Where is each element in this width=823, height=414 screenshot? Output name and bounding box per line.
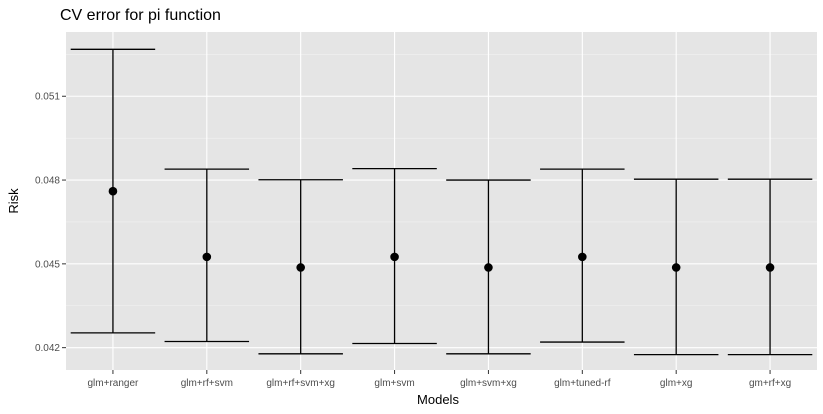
y-tick-label: 0.051	[35, 92, 60, 103]
plot-panel	[66, 32, 817, 370]
x-tick-label: gm+rf+xg	[749, 378, 791, 389]
error-bars	[70, 48, 813, 356]
y-axis-title: Risk	[6, 188, 21, 214]
y-tick-label: 0.045	[35, 259, 60, 270]
x-axis-title: Models	[417, 392, 459, 407]
risk-point	[578, 252, 587, 262]
risk-point	[202, 252, 212, 262]
risk-point	[390, 252, 399, 262]
risk-point	[765, 263, 775, 272]
axes: 0.042 0.045 0.048 0.051 glm+ranger glm+rf+svm…	[35, 92, 791, 389]
risk-point	[296, 263, 305, 272]
x-tick-label: glm+svm	[374, 378, 414, 389]
x-tick-label: glm+xg	[660, 378, 693, 389]
y-tick-label: 0.048	[35, 176, 60, 187]
x-tick-label: glm+rf+svm	[181, 378, 233, 389]
x-tick-label: glm+ranger	[88, 378, 140, 389]
chart-title: CV error for pi function	[60, 7, 221, 24]
risk-point	[484, 263, 493, 272]
x-tick-label: glm+rf+svm+xg	[266, 378, 335, 389]
risk-point	[108, 186, 118, 196]
x-tick-label: glm+svm+xg	[460, 378, 517, 389]
y-tick-label: 0.042	[35, 343, 60, 354]
x-tick-label: glm+tuned-rf	[554, 378, 611, 389]
risk-point	[671, 263, 681, 272]
